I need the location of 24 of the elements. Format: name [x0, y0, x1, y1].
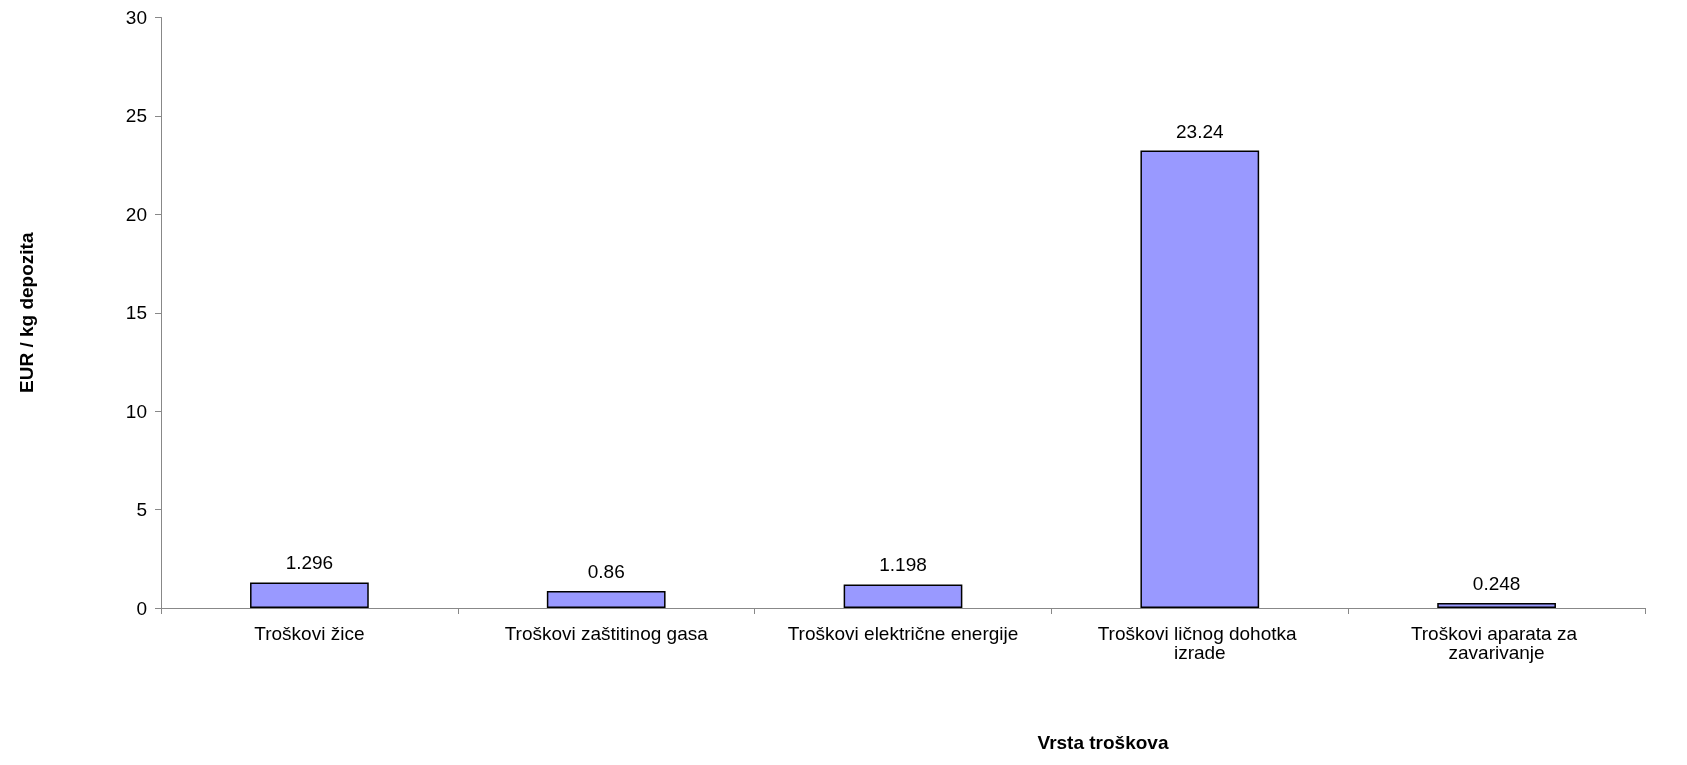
y-tick-label: 15 — [125, 302, 147, 324]
y-tick-label: 5 — [136, 499, 147, 521]
x-axis-title: Vrsta troškova — [1037, 732, 1169, 753]
data-label: 1.198 — [879, 554, 927, 576]
y-tick-label: 30 — [125, 7, 147, 28]
y-tick-label: 10 — [125, 400, 147, 422]
y-tick-label: 20 — [125, 203, 147, 225]
x-tick-label: Troškovi ličnog dohotka izrade — [1097, 623, 1302, 663]
y-tick-label: 25 — [125, 105, 147, 127]
bar — [1437, 603, 1556, 608]
data-label: 0.86 — [587, 561, 625, 583]
x-tick-label: Troškovi električne energije — [787, 623, 1019, 644]
x-tick-label: Troškovi zaštitinog gasa — [504, 623, 709, 644]
data-label: 23.24 — [1176, 120, 1225, 142]
data-label: 1.296 — [285, 552, 334, 574]
y-tick-label: 0 — [136, 597, 147, 619]
bar — [546, 591, 666, 608]
bar — [1140, 150, 1260, 608]
x-tick-label: Troškovi žice — [254, 623, 365, 644]
x-tick-label: Troškovi aparata za zavarivanje — [1410, 623, 1583, 663]
data-label: 0.248 — [1472, 573, 1521, 595]
bar — [843, 584, 963, 608]
bar — [250, 582, 369, 608]
y-axis-title: EUR / kg depozita — [16, 232, 37, 393]
